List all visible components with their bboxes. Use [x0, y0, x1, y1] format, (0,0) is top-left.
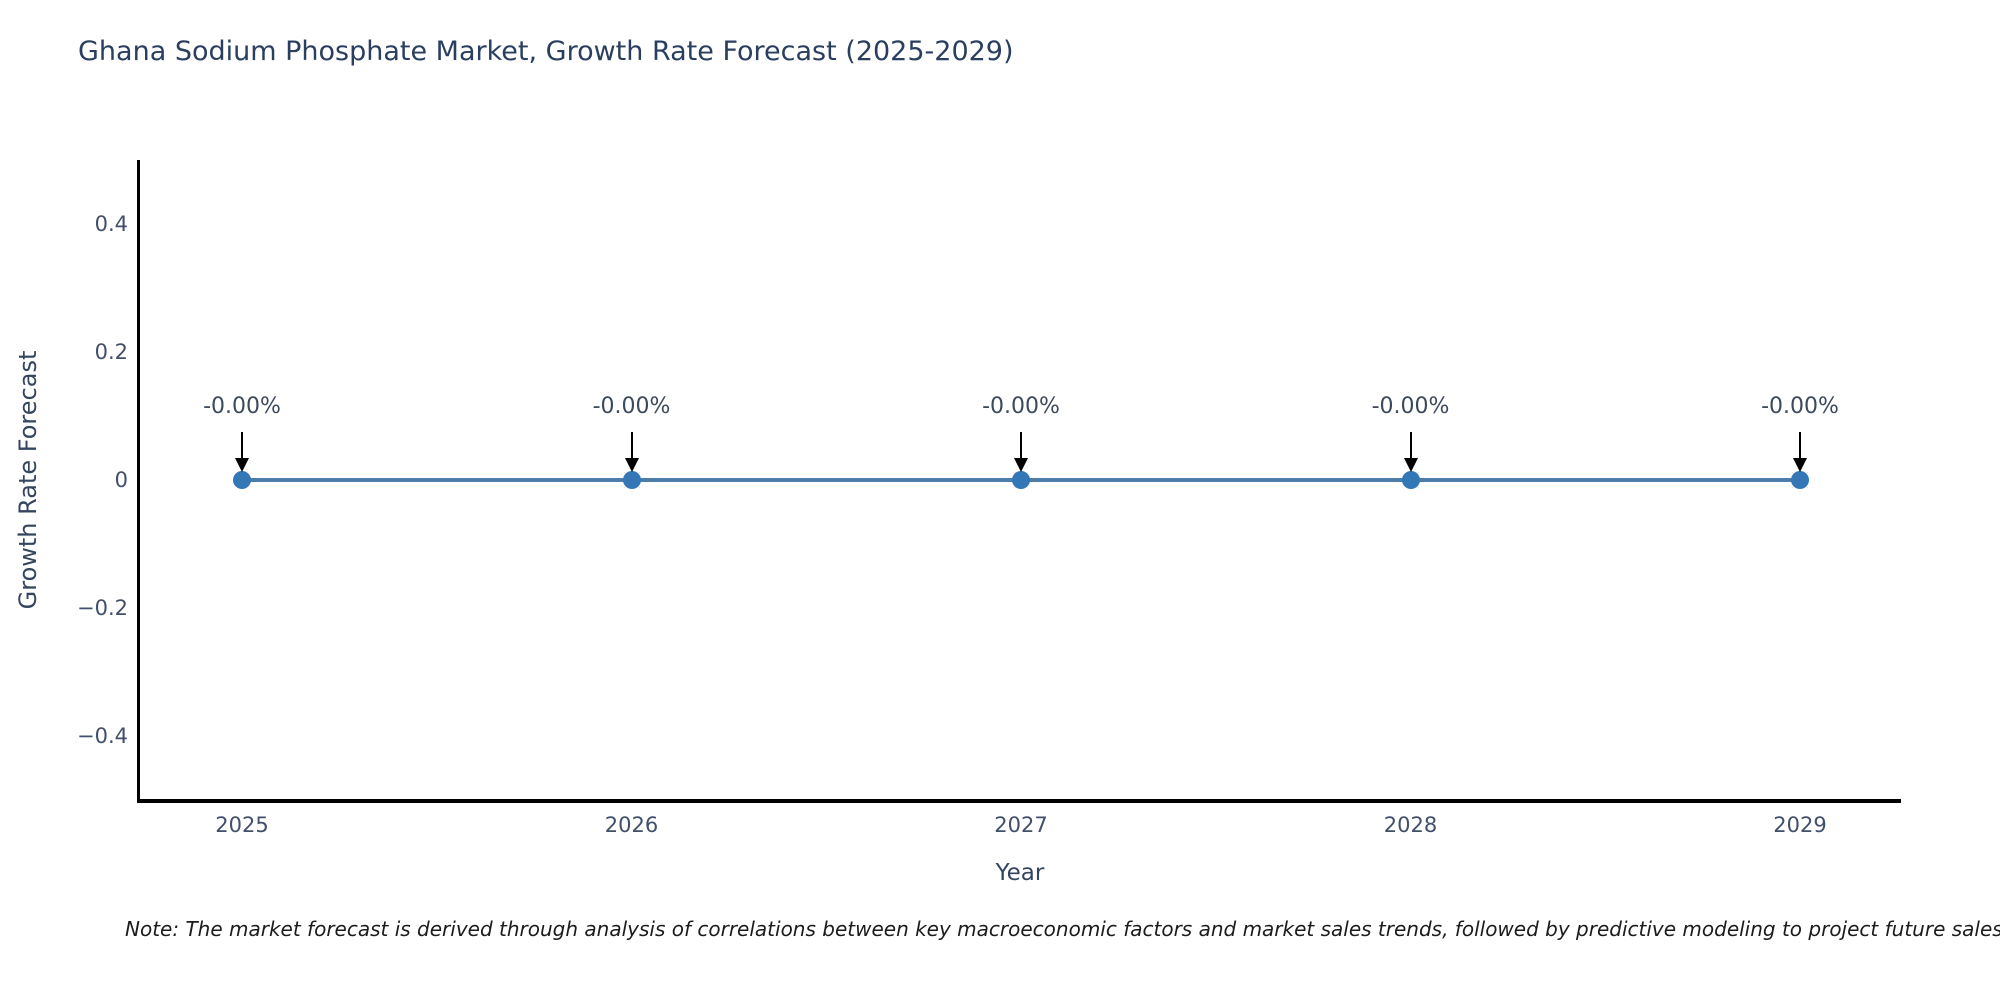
- chart-title: Ghana Sodium Phosphate Market, Growth Ra…: [78, 36, 1014, 67]
- data-point-2025[interactable]: [233, 471, 251, 489]
- x-tick-label: 2028: [1383, 813, 1438, 837]
- annotation-arrow-stem: [630, 432, 633, 462]
- data-point-2027[interactable]: [1012, 471, 1030, 489]
- footnote: Note: The market forecast is derived thr…: [125, 917, 2000, 941]
- y-tick-label: 0: [114, 468, 128, 492]
- y-tick-label: 0.4: [94, 212, 128, 236]
- annotation-arrow-head-icon: [624, 458, 639, 472]
- annotation-label-2026: -0.00%: [592, 394, 671, 419]
- annotation-label-2028: -0.00%: [1371, 394, 1450, 419]
- data-point-2026[interactable]: [622, 471, 641, 489]
- data-point-2029[interactable]: [1791, 471, 1809, 489]
- x-axis-line: [137, 799, 1901, 803]
- y-tick-label: −0.2: [77, 596, 128, 620]
- annotation-arrow-head-icon: [235, 458, 249, 472]
- annotation-label-2025: -0.00%: [203, 394, 281, 419]
- annotation-arrow-head-icon: [1793, 458, 1807, 472]
- annotation-arrow-stem: [1799, 432, 1801, 462]
- annotation-arrow-stem: [241, 432, 243, 462]
- y-axis-line: [137, 160, 140, 802]
- x-axis-title: Year: [995, 860, 1045, 886]
- annotation-label-2027: -0.00%: [982, 394, 1060, 419]
- annotation-label-2029: -0.00%: [1761, 394, 1839, 419]
- x-tick-label: 2029: [1773, 813, 1827, 837]
- x-tick-label: 2026: [604, 813, 659, 837]
- data-point-2028[interactable]: [1401, 471, 1420, 489]
- x-tick-label: 2025: [215, 813, 269, 837]
- annotation-arrow-stem: [1409, 432, 1412, 462]
- annotation-arrow-head-icon: [1403, 458, 1418, 472]
- annotation-arrow-head-icon: [1014, 458, 1028, 472]
- y-tick-label: 0.2: [94, 340, 128, 364]
- x-tick-label: 2027: [994, 813, 1048, 837]
- annotation-arrow-stem: [1020, 432, 1022, 462]
- y-tick-label: −0.4: [77, 724, 128, 748]
